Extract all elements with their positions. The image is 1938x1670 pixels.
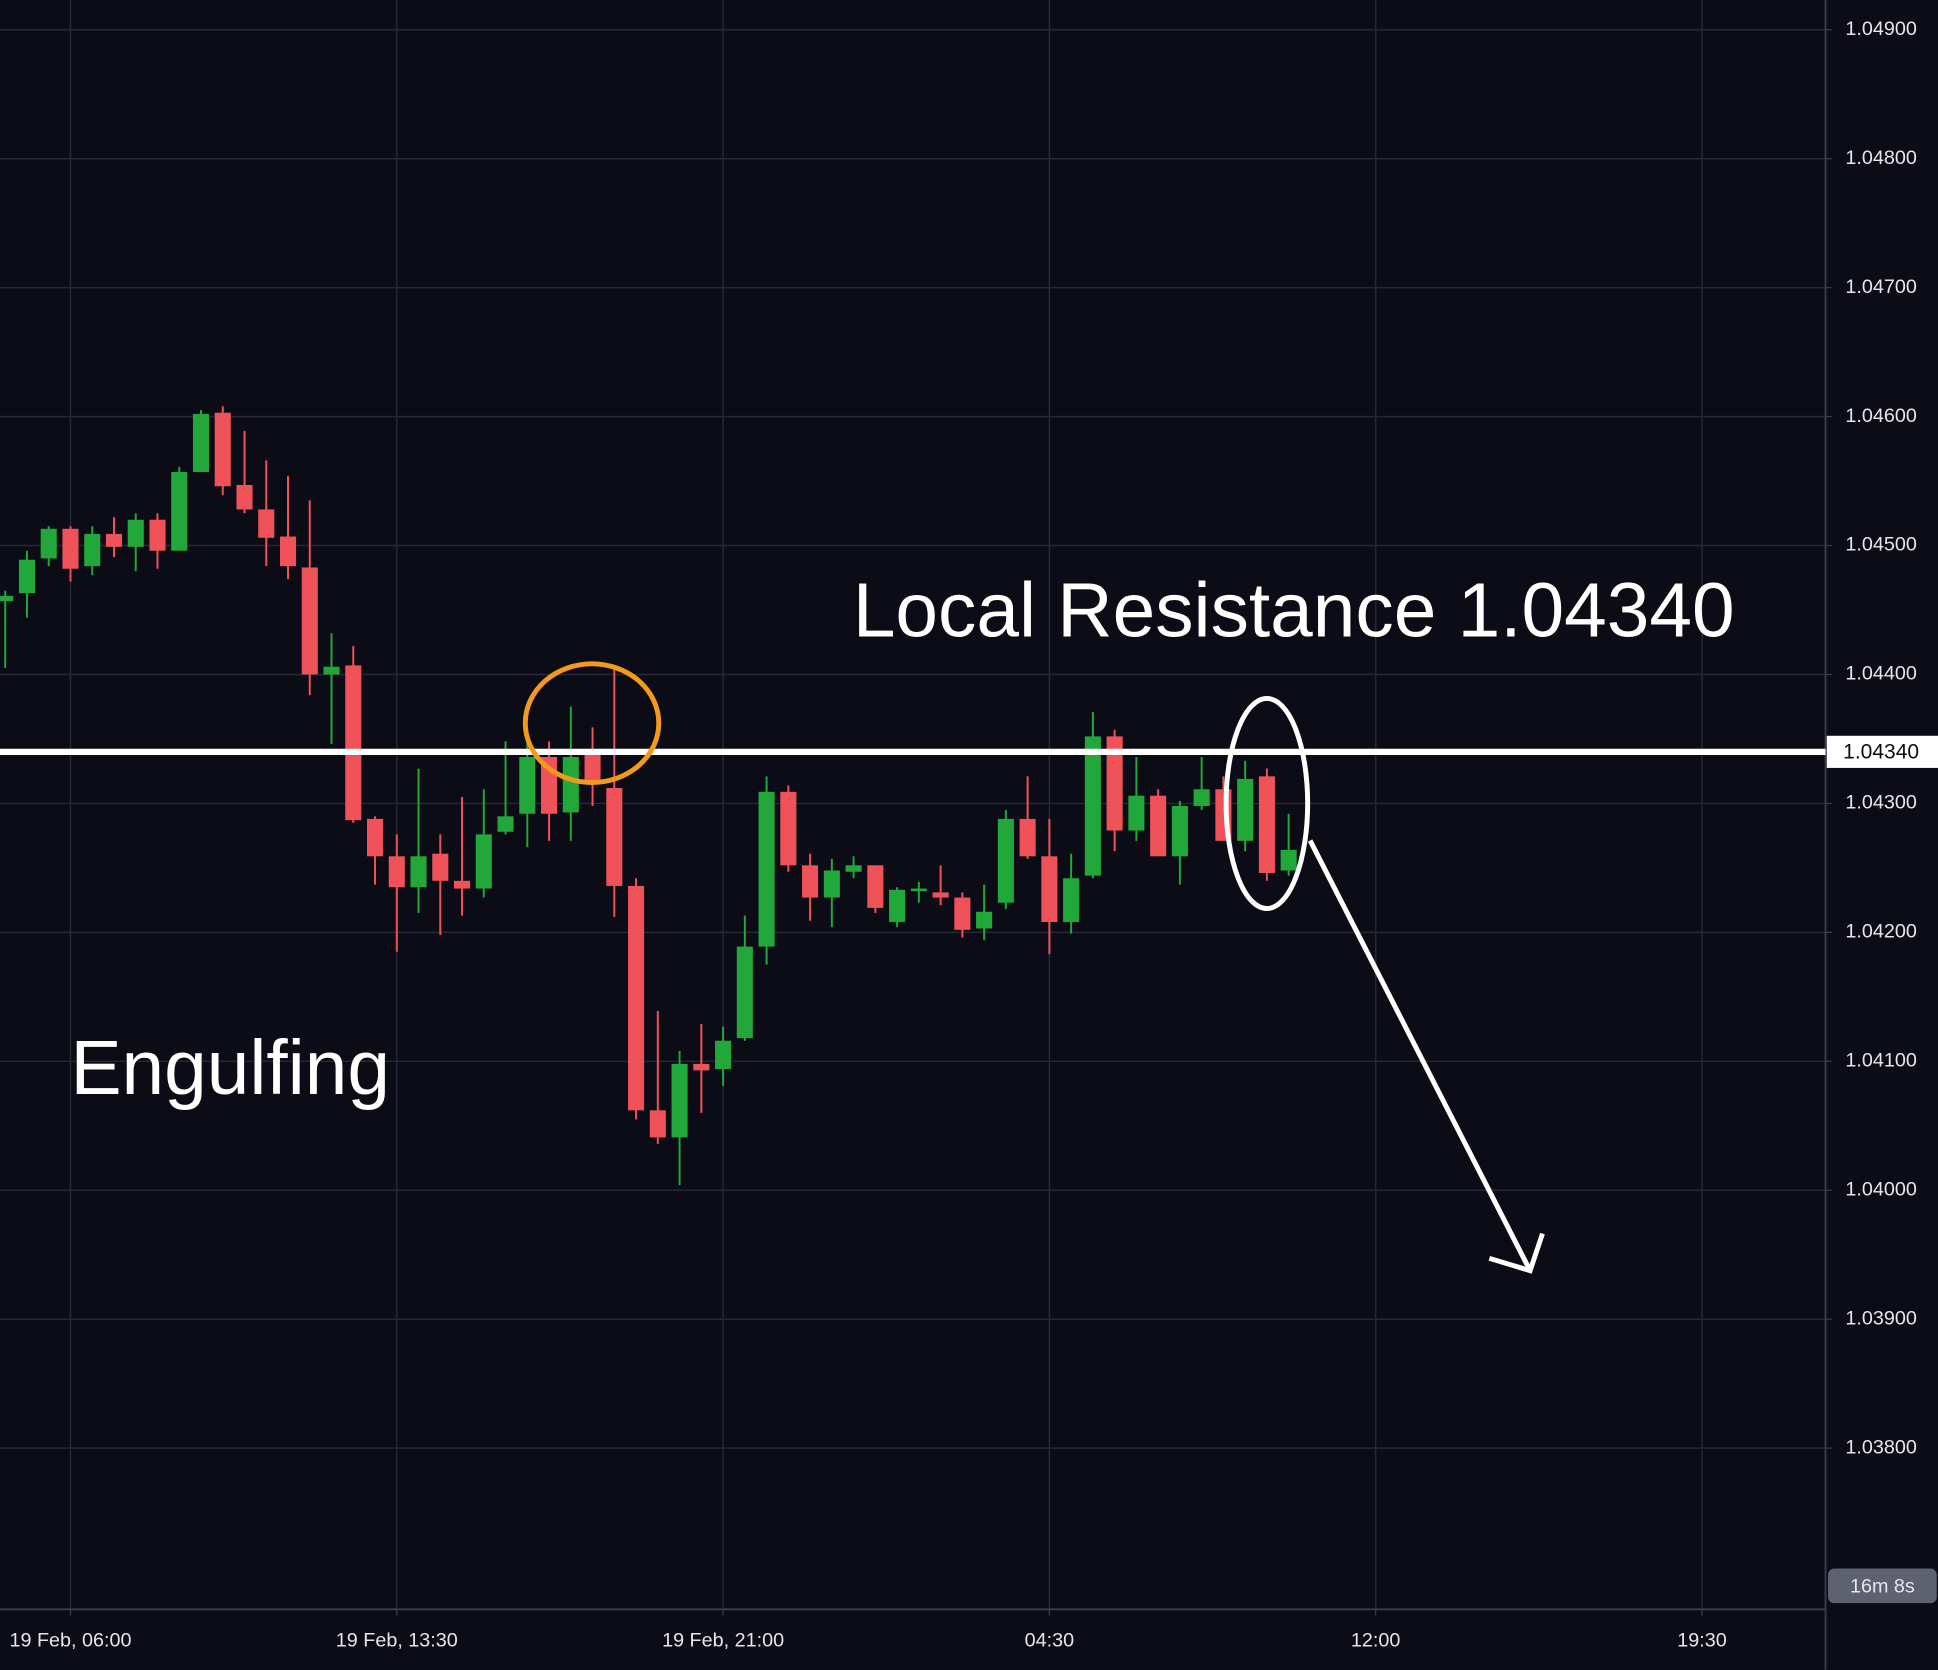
- candle-body: [910, 888, 927, 892]
- candle-body: [649, 1110, 666, 1138]
- candle-body: [867, 865, 884, 908]
- y-tick-label: 1.03800: [1845, 1436, 1916, 1458]
- candle-body: [997, 818, 1014, 903]
- candle-body: [497, 816, 514, 832]
- candle-body: [454, 880, 471, 889]
- candle-body: [388, 856, 405, 888]
- candle-body: [366, 818, 384, 857]
- candle-body: [345, 665, 362, 821]
- candle-body: [323, 666, 340, 675]
- candle-body: [1258, 776, 1275, 874]
- grid: 1.04900 1.04800 1.04700 1.04600 1.04500 1.044…: [0, 0, 1917, 1652]
- y-tick-label: 1.04600: [1845, 405, 1916, 427]
- candle-body: [976, 911, 993, 929]
- y-tick-label: 1.04300: [1845, 792, 1916, 814]
- candle-body: [954, 897, 971, 930]
- candle-body: [628, 885, 645, 1111]
- x-tick-label: 12:00: [1351, 1630, 1400, 1652]
- candle-body: [40, 528, 57, 559]
- candle-body: [845, 865, 862, 872]
- candle-body: [279, 536, 297, 567]
- candle-body: [1063, 878, 1080, 923]
- arrow-head: [1488, 1232, 1545, 1274]
- candle-body: [171, 472, 188, 551]
- candle-body: [932, 892, 949, 898]
- overlay: 1.04340: [0, 735, 1938, 768]
- candle-body: [62, 528, 79, 569]
- candle-body: [149, 519, 166, 551]
- candle-body: [758, 791, 775, 947]
- candle-body: [1237, 778, 1254, 841]
- y-tick-label: 1.04200: [1845, 921, 1916, 943]
- x-tick-label: 04:30: [1025, 1630, 1074, 1652]
- arrow: [1307, 839, 1533, 1272]
- candles: [0, 406, 1297, 1186]
- candle-body: [519, 757, 536, 814]
- candle-body: [889, 889, 906, 923]
- candle-body: [1280, 849, 1297, 871]
- candle-body: [192, 414, 210, 473]
- countdown: 16m 8s: [1850, 1575, 1915, 1597]
- candle-body: [18, 559, 36, 594]
- x-tick-label: 19 Feb, 21:00: [662, 1630, 784, 1652]
- candle-body: [584, 754, 601, 783]
- x-tick-label: 19 Feb, 13:30: [336, 1630, 458, 1652]
- candle-body: [1150, 795, 1167, 857]
- candle-body: [432, 853, 449, 881]
- y-tick-label: 1.04500: [1845, 534, 1916, 556]
- candle-body: [606, 787, 623, 886]
- x-tick-label: 19:30: [1677, 1630, 1726, 1652]
- candle-body: [715, 1040, 732, 1070]
- candle-body: [736, 946, 753, 1039]
- candle-body: [802, 865, 819, 898]
- y-tick-label: 1.03900: [1845, 1307, 1916, 1329]
- candle-body: [1128, 795, 1145, 831]
- candle-body: [671, 1063, 688, 1138]
- y-tick-label: 1.04400: [1845, 663, 1916, 685]
- candle-body: [475, 834, 492, 889]
- candle-body: [1041, 856, 1058, 923]
- highlight-circle: [522, 661, 662, 785]
- candle-body: [823, 870, 840, 898]
- candle-body: [1084, 736, 1101, 876]
- x-tick-label: 19 Feb, 06:00: [9, 1630, 131, 1652]
- y-tick-label: 1.04100: [1845, 1050, 1916, 1072]
- price-tag-label: 1.04340: [1843, 741, 1919, 764]
- candle-body: [693, 1063, 710, 1071]
- candle-body: [410, 856, 427, 888]
- candle-body: [0, 595, 14, 601]
- candle-body: [127, 519, 144, 547]
- y-tick-label: 1.04700: [1845, 276, 1916, 298]
- candle-body: [1106, 736, 1123, 831]
- candle-body: [780, 791, 797, 866]
- candle-body: [301, 567, 318, 675]
- candle-body: [1193, 789, 1210, 807]
- price-tag: [1826, 735, 1938, 768]
- y-tick-label: 1.04800: [1845, 147, 1916, 169]
- candle-body: [1171, 806, 1188, 857]
- candle-body: [84, 533, 101, 567]
- highlight-circle: [1223, 695, 1311, 912]
- candle-body: [105, 533, 123, 547]
- candle-body: [1019, 818, 1036, 857]
- y-tick-label: 1.04900: [1845, 18, 1916, 40]
- y-tick-label: 1.04000: [1845, 1178, 1916, 1200]
- annotation: Local Resistance 1.04340: [853, 569, 1735, 654]
- annotation: Engulfing: [70, 1026, 390, 1111]
- countdown-badge: [1827, 1568, 1937, 1604]
- candle-body: [214, 412, 231, 487]
- candle-body: [258, 509, 275, 538]
- candle-body: [236, 484, 253, 510]
- candle-body: [562, 757, 579, 813]
